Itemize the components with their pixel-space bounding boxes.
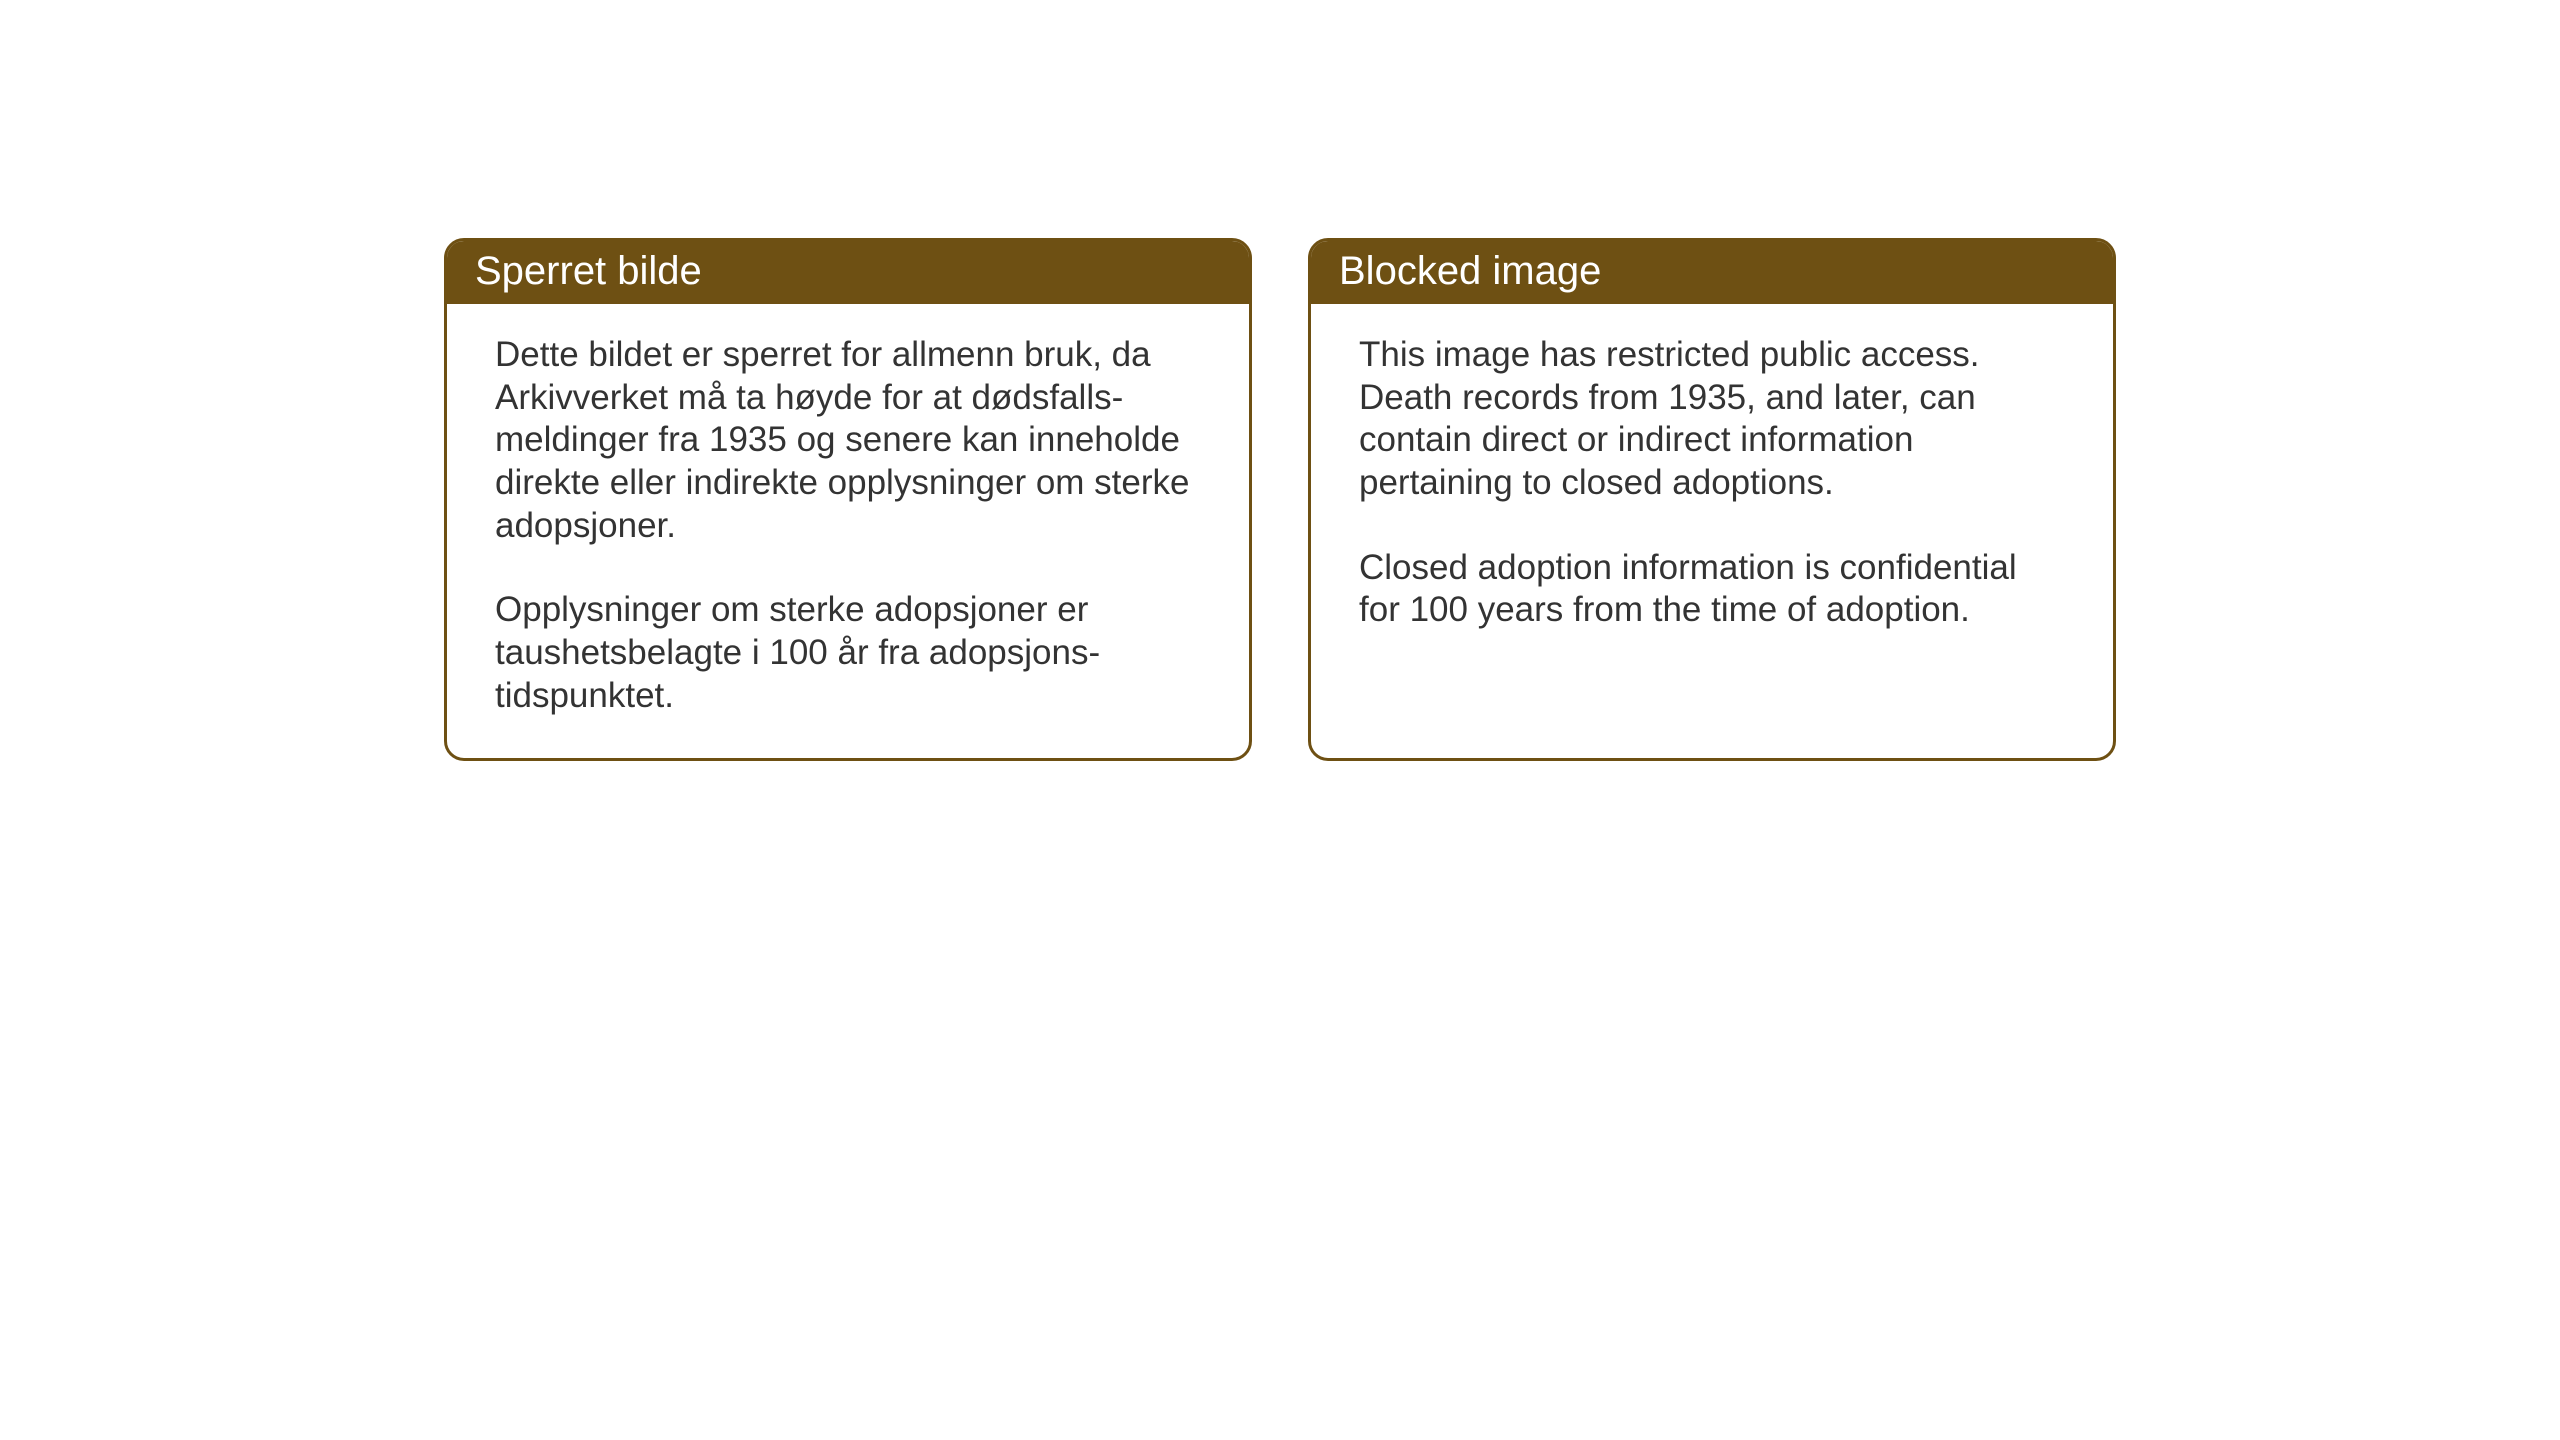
cards-container: Sperret bilde Dette bildet er sperret fo… — [444, 238, 2116, 761]
card-paragraph-1-english: This image has restricted public access.… — [1359, 334, 2065, 505]
card-body-norwegian: Dette bildet er sperret for allmenn bruk… — [447, 304, 1249, 758]
card-header-norwegian: Sperret bilde — [447, 241, 1249, 304]
card-paragraph-1-norwegian: Dette bildet er sperret for allmenn bruk… — [495, 334, 1201, 547]
card-header-english: Blocked image — [1311, 241, 2113, 304]
card-paragraph-2-english: Closed adoption information is confident… — [1359, 547, 2065, 632]
card-body-english: This image has restricted public access.… — [1311, 304, 2113, 672]
card-norwegian: Sperret bilde Dette bildet er sperret fo… — [444, 238, 1252, 761]
card-paragraph-2-norwegian: Opplysninger om sterke adopsjoner er tau… — [495, 589, 1201, 717]
card-english: Blocked image This image has restricted … — [1308, 238, 2116, 761]
